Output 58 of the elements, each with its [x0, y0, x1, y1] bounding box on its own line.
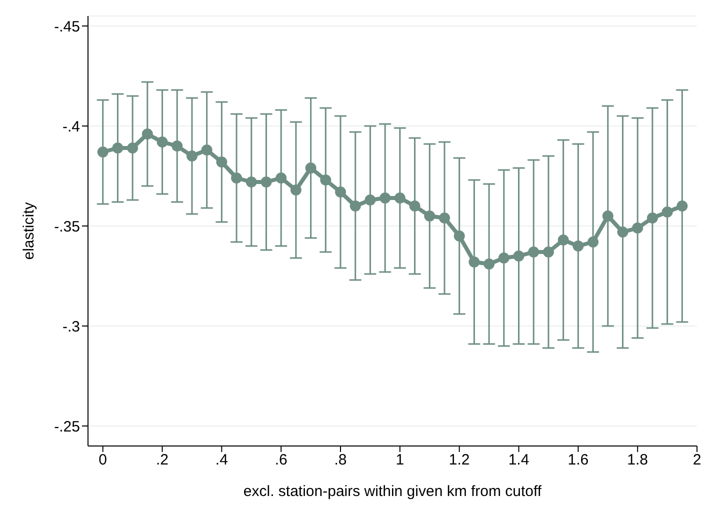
point [484, 258, 495, 270]
point [216, 156, 228, 168]
point [201, 144, 212, 156]
point [380, 192, 391, 204]
x-tick-label: .6 [274, 452, 288, 469]
point [231, 172, 242, 184]
point [513, 250, 524, 262]
point [320, 174, 332, 186]
point [409, 200, 420, 212]
point [172, 140, 183, 152]
x-axis-title: excl. station-pairs within given km from cutoff [243, 483, 542, 500]
point [498, 252, 510, 264]
y-tick-label: -.45 [54, 18, 80, 36]
x-tick-label: .2 [156, 452, 169, 469]
point [542, 246, 554, 258]
point [528, 246, 540, 258]
point [305, 162, 316, 174]
point [588, 236, 599, 248]
point [676, 200, 688, 212]
point [276, 172, 287, 184]
x-tick-label: 1.2 [448, 452, 470, 469]
y-tick-label: -.25 [54, 418, 80, 436]
point [186, 150, 198, 162]
x-tick-label: .4 [215, 452, 228, 469]
point [350, 200, 361, 212]
x-tick-label: 0 [98, 452, 108, 469]
x-tick-label: .8 [334, 452, 347, 469]
y-axis-title: elasticity [20, 202, 38, 260]
x-tick-label: 1.6 [568, 452, 589, 469]
point [646, 212, 658, 224]
x-tick-label: 2 [692, 452, 702, 469]
point [394, 192, 406, 204]
point [127, 142, 138, 154]
point [290, 184, 302, 196]
point [246, 176, 257, 188]
point [112, 142, 124, 154]
point [602, 210, 614, 222]
point [156, 136, 168, 148]
point [632, 222, 644, 234]
point [364, 194, 376, 206]
y-tick-label: -.3 [62, 318, 80, 336]
point [454, 230, 465, 242]
point [424, 210, 436, 222]
point [468, 256, 480, 268]
x-tick-label: 1.8 [627, 452, 648, 469]
point [438, 212, 450, 224]
y-tick-label: -.4 [62, 118, 80, 136]
x-tick-label: 1.4 [508, 452, 530, 469]
y-tick-label: -.35 [54, 218, 80, 236]
point [572, 240, 584, 252]
point [558, 234, 569, 246]
point [662, 206, 673, 218]
point [335, 186, 346, 198]
point [97, 146, 108, 158]
point [142, 128, 153, 140]
point [617, 226, 628, 238]
x-tick-label: 1 [396, 452, 404, 469]
point [260, 176, 272, 188]
